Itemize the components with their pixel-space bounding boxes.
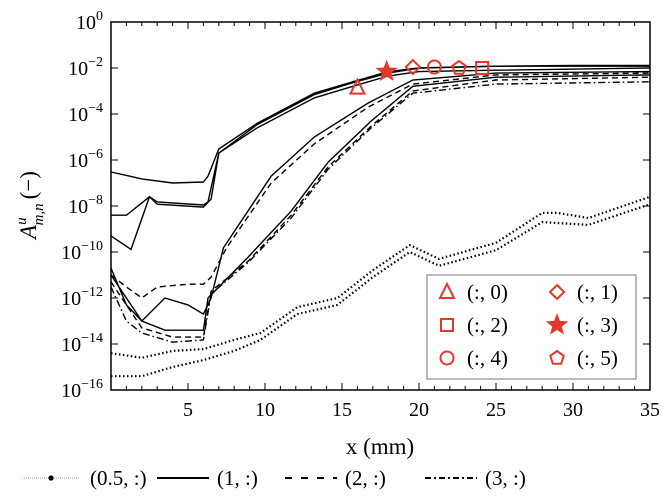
marker-legend-label: (:, 0) — [467, 280, 508, 304]
marker-star — [375, 59, 398, 82]
series-line-dashed-4 — [110, 72, 651, 299]
line-legend-label: (0.5, :) — [90, 466, 147, 490]
legend-triangle-icon — [438, 281, 456, 299]
marker-legend-label: (:, 3) — [577, 313, 618, 337]
marker-legend-label: (:, 4) — [467, 346, 508, 370]
marker-legend-label: (:, 1) — [577, 280, 618, 304]
series-line-solid-5 — [110, 74, 651, 331]
marker-square — [475, 61, 490, 75]
legend-dot-icon — [48, 475, 54, 481]
y-axis-label-unit: (−) — [16, 171, 41, 199]
line-legend-label: (3, :) — [485, 466, 526, 490]
series-line-dashdot-7 — [110, 81, 651, 343]
y-tick-label: 10−2 — [68, 55, 103, 80]
y-axis-label-sup: u — [14, 217, 30, 225]
y-tick-label: 10−6 — [68, 147, 103, 172]
legend-diamond-icon — [548, 283, 566, 301]
x-tick-label: 25 — [486, 399, 506, 421]
y-axis-label-sub: m,n — [31, 203, 47, 225]
series-line-dotted-8 — [110, 195, 651, 359]
marker-legend-item: (:, 4) — [439, 346, 508, 370]
marker-legend-item: (:, 1) — [548, 280, 618, 304]
tick-layer: 5 10 15 20 25 30 35 100 10−2 10−4 10−6 10−8 10−10 10−… — [61, 9, 660, 421]
legend-pentagon-icon — [549, 349, 565, 365]
line-legend-item: (1, :) — [157, 466, 258, 490]
y-tick-label: 10−14 — [61, 331, 103, 356]
svg-text:Aum,n(−): Aum,n (−) — [14, 171, 47, 241]
marker-legend-item: (:, 0) — [438, 280, 508, 304]
x-tick-label: 10 — [255, 399, 275, 421]
x-axis-label: x (mm) — [346, 434, 414, 459]
marker-legend-box — [426, 274, 637, 380]
y-axis-label-base: A — [16, 224, 41, 241]
x-tick-label: 5 — [183, 399, 193, 421]
line-legend-label: (1, :) — [217, 466, 258, 490]
series-line-dotted-9 — [111, 203, 651, 378]
line-legend-item: (2, :) — [285, 466, 386, 490]
marker-layer — [348, 58, 490, 95]
x-tick-label: 20 — [409, 399, 429, 421]
marker-legend-label: (:, 2) — [467, 313, 508, 337]
marker-legend-item: (:, 5) — [549, 346, 618, 370]
y-axis-label: Aum,n (−) — [14, 171, 47, 241]
marker-diamond — [404, 58, 422, 76]
x-tick-label: 30 — [563, 399, 583, 421]
series-line-solid-2 — [110, 65, 650, 251]
series-line-solid-0 — [110, 64, 650, 184]
y-tick-label: 10−4 — [68, 101, 103, 126]
legend-star-icon — [545, 313, 569, 335]
series-line-dashed-6 — [110, 76, 651, 338]
y-tick-label: 100 — [76, 9, 103, 34]
series-line-solid-1 — [111, 67, 651, 216]
x-tick-label: 15 — [332, 399, 352, 421]
marker-legend-label: (:, 5) — [577, 346, 618, 370]
y-tick-label: 10−16 — [61, 377, 103, 402]
marker-triangle — [348, 77, 367, 95]
legend-circle-icon — [439, 350, 455, 366]
marker-circle — [426, 59, 442, 75]
y-tick-label: 10−12 — [61, 285, 103, 310]
marker-legend: (:, 0) (:, 1) (:, 2) (:, 3) (:, 4) (:, 5) — [426, 274, 637, 380]
series-layer — [110, 64, 651, 378]
x-tick-label: 35 — [640, 399, 660, 421]
y-tick-label: 10−8 — [68, 193, 103, 218]
line-legend-item: (3, :) — [425, 466, 526, 490]
line-legend-label: (2, :) — [345, 466, 386, 490]
line-legend-item: (0.5, :) — [22, 466, 147, 490]
marker-legend-item: (:, 3) — [545, 313, 618, 337]
line-legend: (0.5, :) (1, :) (2, :) (3, :) — [22, 466, 526, 490]
y-tick-label: 10−10 — [61, 239, 103, 264]
marker-pentagon — [451, 59, 467, 75]
series-line-solid-3 — [110, 70, 651, 322]
marker-legend-item: (:, 2) — [440, 313, 508, 337]
legend-square-icon — [440, 318, 454, 332]
